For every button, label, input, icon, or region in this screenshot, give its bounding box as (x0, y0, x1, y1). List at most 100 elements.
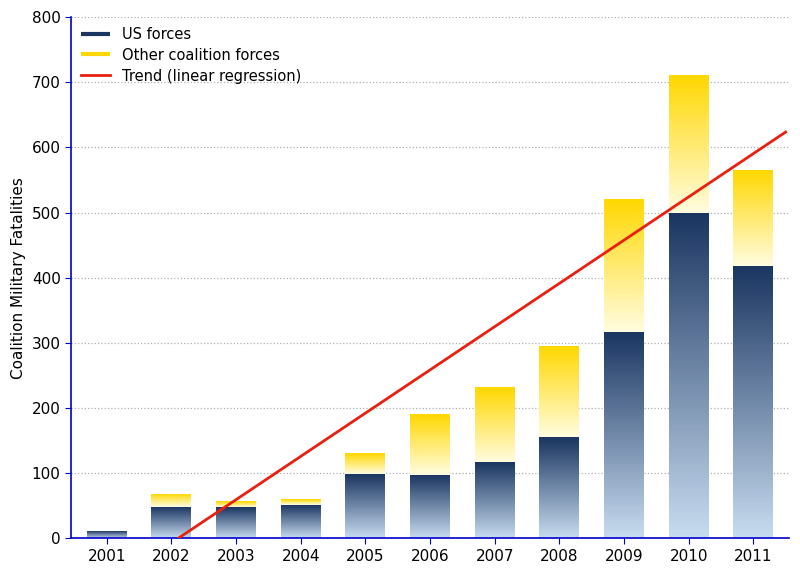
Bar (734, 311, 774, 312)
Bar (604, 485, 644, 486)
Bar (604, 335, 644, 336)
Bar (669, 453, 709, 454)
Bar (604, 407, 644, 408)
Bar (669, 339, 709, 340)
Bar (669, 312, 709, 314)
Bar (669, 374, 709, 376)
Bar (669, 321, 709, 322)
Bar (669, 228, 709, 229)
Bar (669, 267, 709, 269)
Bar (669, 451, 709, 453)
Bar (669, 390, 709, 392)
Bar (734, 398, 774, 400)
Bar (604, 206, 644, 207)
Bar (734, 394, 774, 396)
Bar (669, 496, 709, 498)
Bar (604, 228, 644, 229)
Bar (669, 141, 709, 142)
Bar (734, 492, 774, 493)
Bar (604, 203, 644, 204)
Bar (669, 83, 709, 84)
Bar (669, 500, 709, 501)
Bar (734, 514, 774, 515)
Bar (734, 352, 774, 353)
Bar (669, 265, 709, 267)
Bar (734, 266, 774, 267)
Bar (734, 385, 774, 386)
Bar (669, 120, 709, 121)
Bar (734, 407, 774, 408)
Bar (669, 324, 709, 325)
Bar (734, 436, 774, 438)
Bar (604, 513, 644, 515)
Bar (604, 494, 644, 495)
Bar (669, 184, 709, 185)
Bar (734, 485, 774, 486)
Bar (669, 246, 709, 247)
Bar (734, 461, 774, 462)
Bar (734, 348, 774, 349)
Bar (604, 429, 644, 430)
Bar (604, 217, 644, 218)
Bar (734, 462, 774, 463)
Bar (669, 288, 709, 290)
Bar (669, 353, 709, 355)
Bar (669, 389, 709, 390)
Bar (734, 301, 774, 303)
Bar (604, 262, 644, 263)
Bar (734, 488, 774, 489)
Bar (734, 320, 774, 322)
Bar (669, 430, 709, 431)
Bar (669, 249, 709, 251)
Bar (734, 497, 774, 499)
Bar (669, 111, 709, 112)
Bar (669, 488, 709, 490)
Bar (734, 525, 774, 526)
Bar (604, 384, 644, 385)
Bar (604, 523, 644, 524)
Bar (604, 341, 644, 342)
Bar (669, 203, 709, 204)
Bar (604, 447, 644, 448)
Bar (604, 498, 644, 499)
Bar (604, 535, 644, 536)
Bar (669, 293, 709, 294)
Bar (604, 284, 644, 285)
Bar (669, 368, 709, 369)
Bar (734, 408, 774, 409)
Bar (669, 294, 709, 296)
Bar (734, 435, 774, 436)
Bar (669, 225, 709, 227)
Bar (734, 325, 774, 326)
Bar (669, 94, 709, 95)
Bar (604, 293, 644, 294)
Bar (604, 223, 644, 224)
Bar (604, 211, 644, 212)
Bar (669, 87, 709, 88)
Bar (604, 518, 644, 519)
Bar (604, 208, 644, 209)
Bar (669, 394, 709, 396)
Bar (669, 509, 709, 511)
Bar (669, 101, 709, 102)
Bar (734, 450, 774, 451)
Bar (604, 421, 644, 423)
Bar (734, 491, 774, 492)
Bar (669, 106, 709, 107)
Bar (669, 335, 709, 337)
Bar (604, 532, 644, 533)
Bar (604, 304, 644, 305)
Bar (604, 462, 644, 463)
Bar (669, 384, 709, 386)
Bar (669, 486, 709, 488)
Bar (669, 274, 709, 275)
Bar (604, 405, 644, 407)
Bar (604, 492, 644, 493)
Bar (669, 97, 709, 98)
Bar (604, 225, 644, 226)
Bar (669, 358, 709, 359)
Bar (669, 511, 709, 512)
Bar (604, 229, 644, 230)
Bar (669, 282, 709, 283)
Bar (669, 186, 709, 187)
